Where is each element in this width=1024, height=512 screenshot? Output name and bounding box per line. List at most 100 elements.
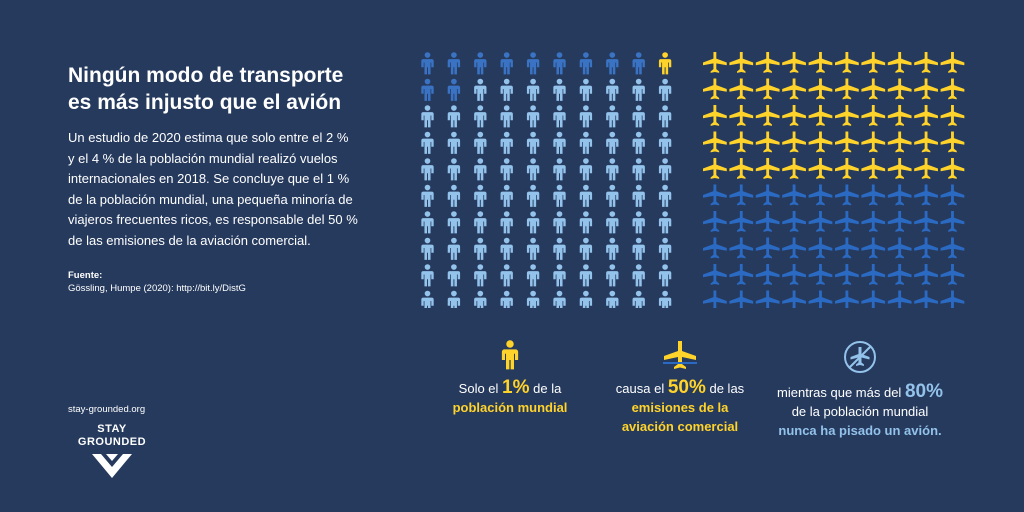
stat-2-line: causa el 50% de las <box>595 378 765 398</box>
person-icon <box>421 52 434 75</box>
person-icon <box>447 237 461 260</box>
source-note: Fuente: Gössling, Humpe (2020): http://b… <box>68 269 358 295</box>
person-icon <box>474 52 487 75</box>
plane-icon <box>729 52 754 73</box>
person-icon <box>658 184 672 207</box>
plane-icon <box>914 211 938 232</box>
person-icon <box>632 237 645 260</box>
plane-icon <box>729 237 754 259</box>
page-title: Ningún modo de transporte es más injusto… <box>68 64 344 114</box>
plane-icon <box>835 52 859 73</box>
person-icon <box>447 78 461 101</box>
chevron-logo-icon <box>92 454 132 478</box>
plane-icon <box>782 78 806 100</box>
plane-icon <box>703 264 727 285</box>
person-icon <box>421 105 434 128</box>
person-icon <box>447 184 461 207</box>
person-icon <box>526 131 540 154</box>
plane-icon <box>782 158 806 179</box>
stat-1-value: 1% <box>502 377 530 398</box>
stat-2-highlight: emisiones de la aviación comercial <box>621 400 739 434</box>
person-icon <box>658 105 672 128</box>
plane-icon <box>835 264 859 285</box>
plane-icon <box>887 105 912 126</box>
plane-icon <box>914 52 938 73</box>
person-icon <box>421 211 434 234</box>
plane-icon <box>887 131 912 153</box>
plane-icon <box>940 105 965 126</box>
person-icon <box>421 158 434 181</box>
person-icon <box>606 264 619 287</box>
person-icon <box>606 105 619 128</box>
person-icon <box>632 158 645 181</box>
plane-icon <box>729 290 754 308</box>
person-icon <box>658 158 672 181</box>
plane-icon <box>940 78 965 100</box>
person-icon <box>474 184 487 207</box>
people-grid <box>421 52 672 308</box>
plane-icon <box>703 237 727 259</box>
plane-icon <box>782 211 806 232</box>
person-icon <box>606 158 619 181</box>
site-url[interactable]: stay-grounded.org <box>68 404 146 415</box>
stat-1-highlight: población mundial <box>452 400 568 415</box>
person-icon <box>447 131 461 154</box>
plane-icon <box>729 264 754 285</box>
plane-icon <box>808 105 833 126</box>
person-icon <box>579 264 593 287</box>
no-plane-icon <box>844 341 876 373</box>
planes-grid <box>703 52 965 308</box>
plane-icon <box>782 237 806 259</box>
person-icon <box>526 52 540 75</box>
plane-icon <box>729 211 754 232</box>
plane-icon <box>703 184 727 206</box>
plane-icon <box>914 237 938 259</box>
plane-icon <box>835 237 859 259</box>
person-icon <box>579 105 593 128</box>
plane-icon <box>887 78 912 100</box>
stat-3-line-1: mientras que más del 80% <box>760 382 960 402</box>
person-icon <box>553 237 566 260</box>
plane-icon <box>861 211 886 232</box>
plane-icon <box>703 290 727 308</box>
plane-icon <box>755 105 780 126</box>
person-icon <box>500 105 513 128</box>
stat-3-post: de la población mundial <box>791 404 929 419</box>
plane-icon <box>755 52 780 73</box>
person-icon <box>606 290 619 308</box>
plane-icon <box>703 131 727 153</box>
plane-icon <box>940 52 965 73</box>
plane-icon <box>835 105 859 126</box>
plane-icon <box>729 184 754 206</box>
logo-line-2: GROUNDED <box>77 436 147 448</box>
person-icon <box>553 264 566 287</box>
plane-icon <box>914 158 938 179</box>
person-icon <box>553 131 566 154</box>
plane-icon <box>835 184 859 206</box>
plane-icon <box>861 131 886 153</box>
person-icon <box>606 131 619 154</box>
plane-icon <box>940 237 965 259</box>
person-icon <box>500 52 513 75</box>
plane-icon <box>808 237 833 259</box>
plane-icon <box>887 158 912 179</box>
person-icon <box>553 158 566 181</box>
plane-icon <box>808 158 833 179</box>
person-icon <box>579 290 593 308</box>
plane-icon <box>914 105 938 126</box>
plane-icon <box>755 131 780 153</box>
source-text: Gössling, Humpe (2020): http://bit.ly/Di… <box>68 283 246 294</box>
plane-icon <box>887 184 912 206</box>
plane-icon <box>887 211 912 232</box>
person-icon <box>474 211 487 234</box>
plane-icon <box>835 211 859 232</box>
person-icon <box>421 290 434 308</box>
stat-never-flown: mientras que más del 80% de la población… <box>760 340 960 440</box>
plane-icon <box>861 264 886 285</box>
logo-line-1: STAY <box>97 423 127 435</box>
person-icon <box>474 78 487 101</box>
plane-icon <box>887 290 912 308</box>
person-icon <box>658 78 672 101</box>
plane-icon <box>914 131 938 153</box>
person-icon <box>632 131 645 154</box>
